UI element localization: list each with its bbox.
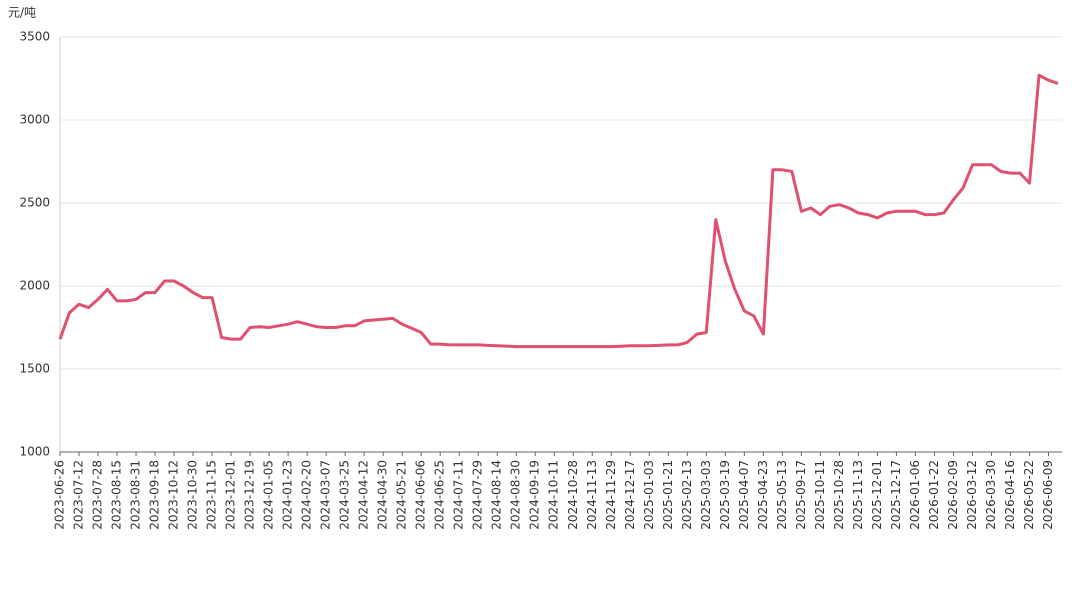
x-tick-label: 2026-01-06 (908, 460, 922, 530)
x-tick-label: 2025-10-11 (813, 460, 827, 530)
x-tick-label: 2023-12-01 (224, 460, 238, 530)
x-tick-label: 2024-03-25 (338, 460, 352, 530)
x-tick-label: 2025-12-17 (889, 460, 903, 530)
x-tick-label: 2024-04-30 (376, 460, 390, 530)
x-tick-label: 2024-11-13 (585, 460, 599, 530)
x-tick-label: 2025-01-03 (642, 460, 656, 530)
y-tick-label: 1500 (19, 362, 50, 376)
y-axis-title: 元/吨 (8, 6, 36, 20)
x-tick-label: 2024-04-12 (357, 460, 371, 530)
x-tick-label: 2025-11-13 (851, 460, 865, 530)
y-tick-label: 2500 (19, 196, 50, 210)
x-tick-label: 2024-12-17 (623, 460, 637, 530)
x-tick-label: 2026-06-09 (1041, 460, 1055, 530)
x-tick-label: 2026-05-22 (1022, 460, 1036, 530)
x-tick-label: 2026-01-22 (927, 460, 941, 530)
x-tick-label: 2024-06-06 (414, 460, 428, 530)
x-tick-label: 2023-09-18 (148, 460, 162, 530)
x-tick-label: 2025-04-23 (756, 460, 770, 530)
x-tick-label: 2025-12-01 (870, 460, 884, 530)
x-tick-label: 2025-05-13 (775, 460, 789, 530)
y-tick-label: 2000 (19, 279, 50, 293)
x-tick-label: 2023-12-19 (243, 460, 257, 530)
x-tick-label: 2024-02-20 (300, 460, 314, 530)
x-tick-label: 2026-03-30 (984, 460, 998, 530)
x-tick-label: 2023-07-28 (91, 460, 105, 530)
x-tick-label: 2023-10-12 (167, 460, 181, 530)
x-tick-label: 2024-08-30 (509, 460, 523, 530)
x-tick-label: 2025-03-03 (699, 460, 713, 530)
x-tick-label: 2023-11-15 (205, 460, 219, 530)
x-tick-label: 2023-08-31 (129, 460, 143, 530)
x-tick-label: 2023-07-12 (72, 460, 86, 530)
x-tick-label: 2024-09-19 (528, 460, 542, 530)
x-tick-label: 2026-04-16 (1003, 460, 1017, 530)
x-tick-label: 2025-03-19 (718, 460, 732, 530)
x-tick-label: 2024-06-25 (433, 460, 447, 530)
y-tick-label: 3500 (19, 30, 50, 44)
x-tick-label: 2023-08-15 (110, 460, 124, 530)
x-tick-label: 2023-06-26 (53, 460, 67, 530)
x-tick-label: 2026-02-09 (946, 460, 960, 530)
x-tick-label: 2024-11-29 (604, 460, 618, 530)
x-tick-label: 2024-10-28 (566, 460, 580, 530)
line-series (58, 73, 1059, 349)
x-tick-label: 2025-09-17 (794, 460, 808, 530)
x-tick-label: 2024-03-07 (319, 460, 333, 530)
x-tick-label: 2025-04-07 (737, 460, 751, 530)
x-tick-label: 2024-01-05 (262, 460, 276, 530)
x-tick-label: 2024-07-11 (452, 460, 466, 530)
y-tick-label: 1000 (19, 445, 50, 459)
x-tick-label: 2025-01-21 (661, 460, 675, 530)
x-tick-label: 2024-07-29 (471, 460, 485, 530)
x-tick-label: 2025-10-28 (832, 460, 846, 530)
x-tick-label: 2024-05-21 (395, 460, 409, 530)
x-tick-label: 2023-10-30 (186, 460, 200, 530)
x-tick-label: 2024-10-11 (547, 460, 561, 530)
x-tick-label: 2026-03-12 (965, 460, 979, 530)
x-tick-label: 2024-08-14 (490, 460, 504, 530)
x-tick-label: 2025-02-13 (680, 460, 694, 530)
x-tick-label: 2024-01-23 (281, 460, 295, 530)
y-tick-label: 3000 (19, 113, 50, 127)
